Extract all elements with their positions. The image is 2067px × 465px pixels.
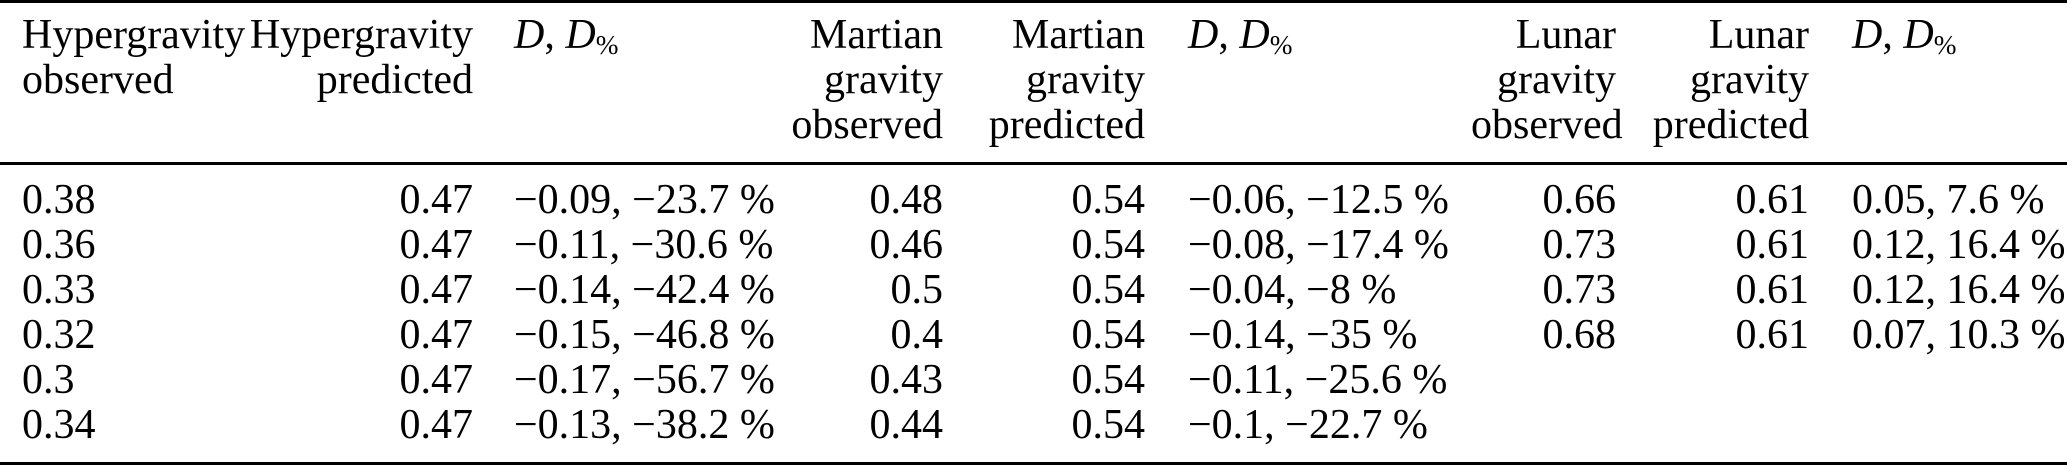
cell-lunar-observed: 0.68	[1542, 312, 1617, 358]
cell-d-hypergravity: −0.14, −42.4 %	[514, 267, 775, 313]
cell-lunar-predicted: 0.61	[1735, 177, 1810, 223]
header-line: gravity	[824, 57, 943, 103]
cell-d-martian: −0.1, −22.7 %	[1188, 402, 1428, 448]
math-d-symbol: D	[1903, 12, 1934, 58]
col-header-d-martian: D, D%	[1146, 1, 1470, 165]
cell-martian-predicted: 0.54	[1071, 312, 1146, 358]
header-line: gravity	[1690, 57, 1809, 103]
cell-d-martian: −0.14, −35 %	[1188, 312, 1418, 358]
math-d-symbol: D	[1239, 12, 1270, 58]
cell-hypergravity-predicted: 0.47	[399, 312, 474, 358]
cell-hypergravity-predicted: 0.47	[399, 402, 474, 448]
cell-lunar-observed: 0.73	[1542, 222, 1617, 268]
cell-martian-observed: 0.4	[890, 312, 944, 358]
math-d-symbol: D	[1852, 12, 1883, 58]
cell-d-lunar	[1810, 403, 2067, 464]
header-line: Hypergravity	[249, 12, 473, 58]
table-row: 0.32 0.47 −0.15, −46.8 % 0.4 0.54 −0.14,…	[0, 313, 2067, 358]
cell-martian-observed: 0.46	[869, 222, 944, 268]
cell-lunar-observed	[1470, 403, 1617, 464]
separator: ,	[1882, 12, 1904, 58]
cell-lunar-observed	[1470, 358, 1617, 403]
col-header-d-hypergravity: D, D%	[474, 1, 790, 165]
cell-hypergravity-predicted: 0.47	[399, 222, 474, 268]
header-line: predicted	[316, 57, 473, 103]
header-line: predicted	[988, 102, 1145, 148]
cell-lunar-predicted	[1617, 403, 1810, 464]
cell-d-martian: −0.08, −17.4 %	[1188, 222, 1449, 268]
cell-d-hypergravity: −0.17, −56.7 %	[514, 357, 775, 403]
col-header-hypergravity-predicted: Hypergravity predicted	[245, 1, 474, 165]
cell-d-lunar: 0.12, 16.4 %	[1852, 222, 2066, 268]
cell-hypergravity-observed: 0.3	[22, 357, 75, 403]
cell-lunar-observed: 0.66	[1542, 177, 1617, 223]
cell-d-hypergravity: −0.15, −46.8 %	[514, 312, 775, 358]
math-d-symbol: D	[1188, 12, 1219, 58]
cell-lunar-predicted: 0.61	[1735, 267, 1810, 313]
cell-hypergravity-observed: 0.32	[22, 312, 96, 358]
header-line: gravity	[1026, 57, 1145, 103]
cell-hypergravity-observed: 0.33	[22, 267, 96, 313]
header-line: gravity	[1497, 57, 1616, 103]
separator: ,	[544, 12, 566, 58]
header-line: Martian	[1012, 12, 1145, 58]
cell-martian-predicted: 0.54	[1071, 402, 1146, 448]
cell-d-hypergravity: −0.13, −38.2 %	[514, 402, 775, 448]
cell-hypergravity-observed: 0.34	[22, 402, 96, 448]
cell-lunar-observed: 0.73	[1542, 267, 1617, 313]
table-row: 0.3 0.47 −0.17, −56.7 % 0.43 0.54 −0.11,…	[0, 358, 2067, 403]
percent-subscript: %	[1269, 30, 1293, 60]
header-line: observed	[22, 57, 174, 103]
cell-hypergravity-observed: 0.38	[22, 177, 96, 223]
cell-martian-predicted: 0.54	[1071, 177, 1146, 223]
cell-d-lunar: 0.07, 10.3 %	[1852, 312, 2066, 358]
cell-hypergravity-predicted: 0.47	[399, 267, 474, 313]
header-line: observed	[791, 102, 943, 148]
cell-hypergravity-predicted: 0.47	[399, 357, 474, 403]
cell-martian-predicted: 0.54	[1071, 357, 1146, 403]
cell-hypergravity-observed: 0.36	[22, 222, 96, 268]
cell-d-lunar: 0.12, 16.4 %	[1852, 267, 2066, 313]
cell-lunar-predicted: 0.61	[1735, 312, 1810, 358]
cell-d-lunar: 0.05, 7.6 %	[1852, 177, 2045, 223]
header-line: Lunar	[1708, 12, 1809, 58]
cell-d-martian: −0.06, −12.5 %	[1188, 177, 1449, 223]
col-header-martian-gravity-observed: Martian gravity observed	[790, 1, 944, 165]
math-d-symbol: D	[565, 12, 596, 58]
cell-hypergravity-predicted: 0.47	[399, 177, 474, 223]
col-header-lunar-gravity-observed: Lunar gravity observed	[1470, 1, 1623, 165]
cell-martian-observed: 0.44	[869, 402, 944, 448]
table-row: 0.38 0.47 −0.09, −23.7 % 0.48 0.54 −0.06…	[0, 164, 2067, 224]
cell-lunar-predicted	[1617, 358, 1810, 403]
cell-d-martian: −0.04, −8 %	[1188, 267, 1397, 313]
col-header-martian-gravity-predicted: Martian gravity predicted	[944, 1, 1146, 165]
cell-martian-predicted: 0.54	[1071, 222, 1146, 268]
cell-lunar-predicted: 0.61	[1735, 222, 1810, 268]
table-header-row: Hypergravity observed Hypergravity predi…	[0, 1, 2067, 165]
separator: ,	[1218, 12, 1240, 58]
cell-martian-observed: 0.5	[890, 267, 944, 313]
header-line: Hypergravity	[22, 12, 246, 58]
cell-d-hypergravity: −0.11, −30.6 %	[514, 222, 774, 268]
table-row: 0.33 0.47 −0.14, −42.4 % 0.5 0.54 −0.04,…	[0, 268, 2067, 313]
cell-martian-observed: 0.43	[869, 357, 944, 403]
header-line: Lunar	[1515, 12, 1616, 58]
header-line: Martian	[810, 12, 943, 58]
cell-d-lunar	[1810, 358, 2067, 403]
cell-martian-predicted: 0.54	[1071, 267, 1146, 313]
col-header-lunar-gravity-predicted: Lunar gravity predicted	[1617, 1, 1810, 165]
col-header-d-lunar: D, D%	[1810, 1, 2067, 165]
percent-subscript: %	[1933, 30, 1957, 60]
header-line: predicted	[1652, 102, 1809, 148]
table-row: 0.34 0.47 −0.13, −38.2 % 0.44 0.54 −0.1,…	[0, 403, 2067, 464]
cell-d-martian: −0.11, −25.6 %	[1188, 357, 1448, 403]
cell-d-hypergravity: −0.09, −23.7 %	[514, 177, 775, 223]
col-header-hypergravity-observed: Hypergravity observed	[0, 1, 246, 165]
header-line: observed	[1471, 102, 1623, 148]
cell-martian-observed: 0.48	[869, 177, 944, 223]
table-row: 0.36 0.47 −0.11, −30.6 % 0.46 0.54 −0.08…	[0, 223, 2067, 268]
percent-subscript: %	[595, 30, 619, 60]
math-d-symbol: D	[514, 12, 545, 58]
